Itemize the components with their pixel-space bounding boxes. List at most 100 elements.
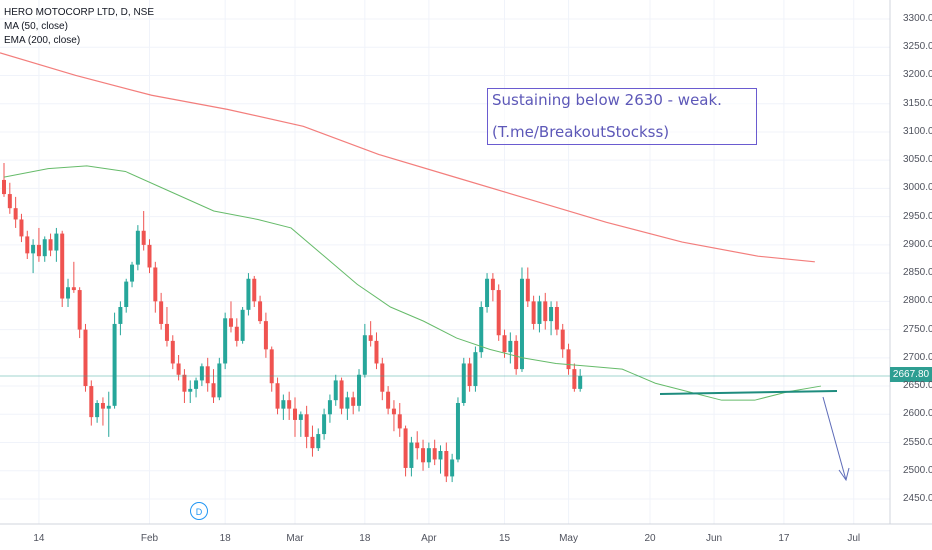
candle — [135, 225, 140, 271]
candle-body — [502, 335, 507, 353]
candle-body — [444, 451, 449, 477]
candle-body — [13, 208, 18, 220]
candle-body — [159, 301, 164, 324]
candle-body — [496, 290, 501, 336]
candle — [316, 428, 321, 451]
candle-body — [135, 230, 140, 265]
candle — [83, 323, 88, 392]
annotation-textbox[interactable]: Sustaining below 2630 - weak. (T.me/Brea… — [487, 88, 757, 145]
candle-body — [263, 321, 268, 350]
candle-body — [339, 380, 344, 409]
time-tick-label: Jun — [705, 533, 723, 544]
time-tick-label: 20 — [644, 533, 656, 544]
candle-body — [246, 278, 251, 310]
candle — [421, 439, 426, 471]
candle-body — [275, 383, 280, 409]
candle — [293, 397, 297, 437]
candle-body — [374, 340, 379, 364]
candle-body — [141, 230, 146, 245]
candle — [397, 403, 402, 437]
candle — [112, 312, 117, 409]
candle-body — [467, 363, 472, 387]
candle-body — [112, 323, 117, 406]
candle — [374, 332, 379, 370]
candle — [164, 307, 169, 347]
ema-legend: EMA (200, close) — [4, 35, 81, 46]
candle-body — [252, 278, 257, 302]
candle — [566, 343, 571, 375]
candle — [554, 301, 559, 336]
candle-body — [124, 281, 129, 307]
candle-body — [31, 244, 36, 254]
price-tick-label: 3300.00 — [903, 13, 932, 24]
candle — [228, 301, 233, 333]
candle-body — [525, 278, 530, 302]
dividend-marker-icon[interactable]: D — [190, 502, 208, 520]
price-tick-label: 2600.00 — [903, 408, 932, 420]
candle — [415, 431, 420, 460]
candle — [304, 405, 309, 449]
candle — [246, 273, 251, 316]
candle-body — [106, 405, 111, 409]
candle-body — [153, 267, 158, 302]
price-tick-label: 3150.00 — [903, 97, 932, 109]
annotation-line-1: Sustaining below 2630 - weak. — [492, 91, 722, 109]
candle — [13, 196, 18, 228]
candle-body — [199, 366, 204, 381]
candle — [455, 397, 460, 463]
candle — [188, 380, 193, 403]
time-tick-label: 17 — [778, 533, 790, 544]
candle — [252, 275, 257, 307]
annotation-line-2: (T.me/BreakoutStockss) — [492, 123, 670, 141]
candle-body — [362, 335, 367, 375]
candle-body — [240, 309, 245, 341]
candle-body — [258, 301, 263, 322]
candle — [19, 213, 24, 243]
candle — [485, 273, 490, 313]
candle-body — [566, 349, 571, 370]
price-tick-label: 2750.00 — [903, 323, 932, 335]
candle-body — [322, 414, 327, 435]
candle — [444, 442, 449, 483]
candle-body — [409, 442, 414, 468]
candle — [310, 425, 315, 457]
candle — [170, 335, 175, 370]
candle-body — [455, 403, 460, 460]
candle-body — [310, 436, 315, 449]
candle-body — [287, 400, 292, 409]
candle-body — [316, 434, 321, 449]
candle — [403, 425, 408, 477]
candle-body — [83, 329, 88, 387]
candle-body — [560, 329, 565, 350]
candle-body — [293, 408, 297, 420]
candle — [391, 400, 396, 432]
candle-body — [519, 278, 524, 370]
candle — [234, 318, 239, 347]
price-tick-label: 2800.00 — [903, 295, 932, 307]
candle-body — [19, 219, 24, 237]
support-trendline[interactable] — [659, 390, 838, 395]
candle-body — [421, 448, 426, 463]
price-tick-label: 2650.00 — [903, 380, 932, 392]
candle — [281, 394, 286, 420]
candle-body — [60, 233, 65, 299]
candle-body — [211, 383, 216, 398]
candle-body — [351, 397, 356, 406]
time-tick-label: 18 — [219, 533, 231, 544]
candle-body — [130, 264, 135, 282]
candle-body — [485, 278, 490, 307]
candle-body — [228, 318, 233, 327]
price-tick-label: 2950.00 — [903, 210, 932, 222]
price-tick-label: 2550.00 — [903, 436, 932, 448]
candle — [514, 335, 519, 375]
price-tick-label: 2700.00 — [903, 351, 932, 363]
candle — [36, 227, 41, 262]
candle — [519, 267, 524, 372]
time-tick-label: Apr — [421, 533, 437, 544]
candle-body — [531, 301, 536, 324]
candle — [432, 439, 437, 466]
candle — [426, 442, 431, 468]
candle — [380, 357, 385, 401]
down-arrow-icon[interactable] — [822, 396, 850, 482]
